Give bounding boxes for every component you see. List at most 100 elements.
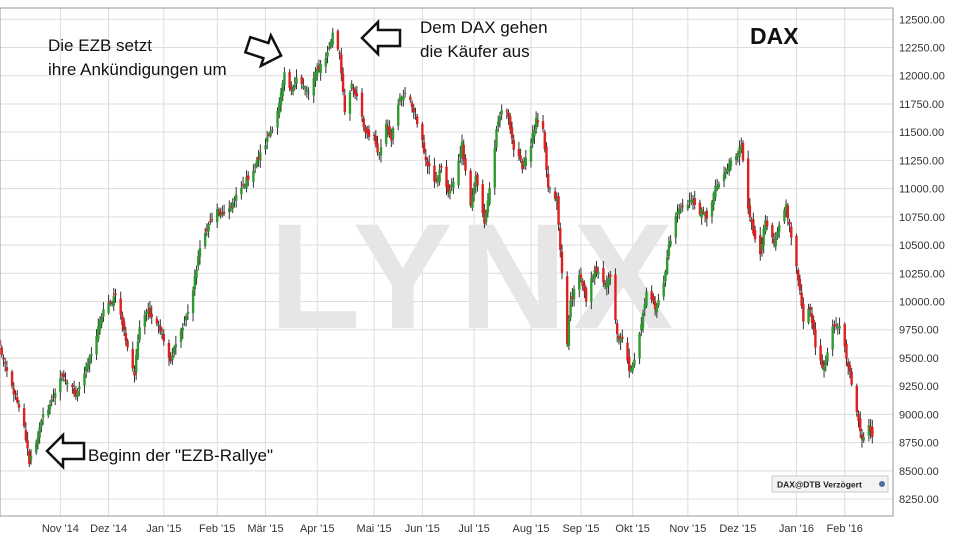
candle-down	[821, 360, 824, 368]
candle-up	[136, 341, 140, 358]
candle-up	[264, 145, 267, 150]
candle-up	[293, 84, 296, 88]
candle-down	[150, 313, 153, 318]
candle-down	[421, 124, 424, 141]
candle-down	[26, 440, 29, 449]
annotation-line: Dem DAX gehen	[420, 18, 548, 37]
candle-up	[102, 309, 105, 317]
candle-up	[259, 152, 262, 161]
candle-down	[338, 52, 341, 54]
candle-up	[776, 231, 779, 238]
candle-down	[786, 205, 790, 219]
candle-down	[386, 126, 390, 130]
candle-down	[462, 144, 465, 160]
candle-up	[66, 382, 69, 385]
annotation-ezb-announce: Die EZB setzt ihre Ankündigungen um	[48, 32, 283, 79]
candle-up	[107, 302, 110, 314]
candle-down	[362, 118, 365, 127]
candle-down	[122, 321, 126, 331]
candle-down	[353, 89, 357, 95]
annotation-dax-peak: Dem DAX gehen die Käufer aus	[360, 18, 548, 61]
candle-up	[643, 304, 646, 310]
candle-up	[331, 32, 334, 45]
candle-down	[447, 183, 450, 193]
candle-up	[460, 141, 464, 158]
candle-down	[209, 221, 212, 223]
candle-up	[638, 333, 641, 359]
candle-up	[38, 427, 41, 438]
candle-down	[814, 329, 817, 348]
candle-down	[834, 324, 838, 326]
candle-up	[555, 197, 559, 202]
candle-down	[14, 393, 17, 395]
candle-up	[78, 386, 81, 390]
candle-up	[400, 97, 403, 100]
candle-down	[2, 357, 5, 360]
candle-up	[207, 224, 210, 232]
candle-up	[436, 178, 440, 182]
candle-up	[669, 240, 672, 246]
candle-down	[650, 291, 653, 300]
candle-down	[290, 87, 293, 91]
candle-up	[591, 276, 595, 279]
candle-down	[241, 184, 245, 186]
annotation-line: Beginn der "EZB-Rallye"	[88, 446, 273, 465]
candle-up	[328, 47, 331, 49]
candle-down	[12, 388, 15, 395]
candle-down	[603, 283, 607, 285]
candle-down	[16, 396, 19, 403]
candle-up	[378, 154, 381, 156]
candle-up	[629, 367, 633, 371]
candle-down	[796, 269, 800, 281]
candle-down	[846, 362, 850, 367]
annotation-line: ihre Ankündigungen um	[48, 60, 227, 79]
candle-up	[29, 456, 33, 461]
candle-down	[114, 293, 117, 296]
candle-up	[529, 145, 533, 162]
candle-down	[626, 342, 629, 361]
candle-up	[279, 92, 283, 106]
x-tick-label: Mai '15	[357, 523, 392, 535]
candle-down	[167, 342, 171, 358]
candle-up	[312, 78, 315, 96]
candle-down	[341, 73, 345, 92]
candle-up	[379, 147, 383, 156]
candle-up	[281, 83, 284, 97]
candle-down	[509, 116, 512, 130]
y-tick-label: 9250.00	[899, 381, 939, 393]
candle-up	[197, 256, 200, 267]
x-axis-labels: Nov '14 Dez '14 Jan '15 Feb '15 Mär '15 Apr '…	[42, 523, 863, 535]
candle-up	[764, 220, 767, 232]
candle-up	[729, 160, 733, 167]
candle-down	[653, 301, 657, 310]
candle-down	[267, 134, 271, 136]
candle-down	[360, 92, 364, 117]
candle-up	[690, 199, 693, 203]
y-tick-label: 11500.00	[899, 127, 944, 139]
candle-up	[533, 129, 536, 137]
candle-down	[440, 166, 443, 168]
candle-down	[217, 209, 221, 212]
source-badge: DAX@DTB Verzögert	[771, 475, 889, 493]
candle-up	[760, 243, 764, 251]
candle-up	[397, 104, 400, 126]
candle-down	[464, 158, 467, 171]
candle-down	[159, 325, 162, 332]
x-tick-label: Okt '15	[615, 523, 650, 535]
candle-up	[283, 72, 286, 86]
y-tick-label: 10000.00	[899, 297, 945, 309]
y-tick-label: 10500.00	[899, 240, 945, 252]
candle-up	[734, 156, 738, 161]
candle-up	[266, 137, 269, 143]
candle-up	[488, 188, 491, 205]
candle-up	[84, 366, 88, 372]
candle-down	[812, 319, 815, 331]
candle-down	[124, 332, 128, 341]
candle-down	[133, 371, 136, 376]
candle-up	[714, 185, 717, 197]
y-tick-label: 8500.00	[899, 466, 939, 478]
candle-down	[483, 209, 486, 224]
candle-up	[48, 404, 52, 410]
candle-up	[500, 110, 503, 115]
